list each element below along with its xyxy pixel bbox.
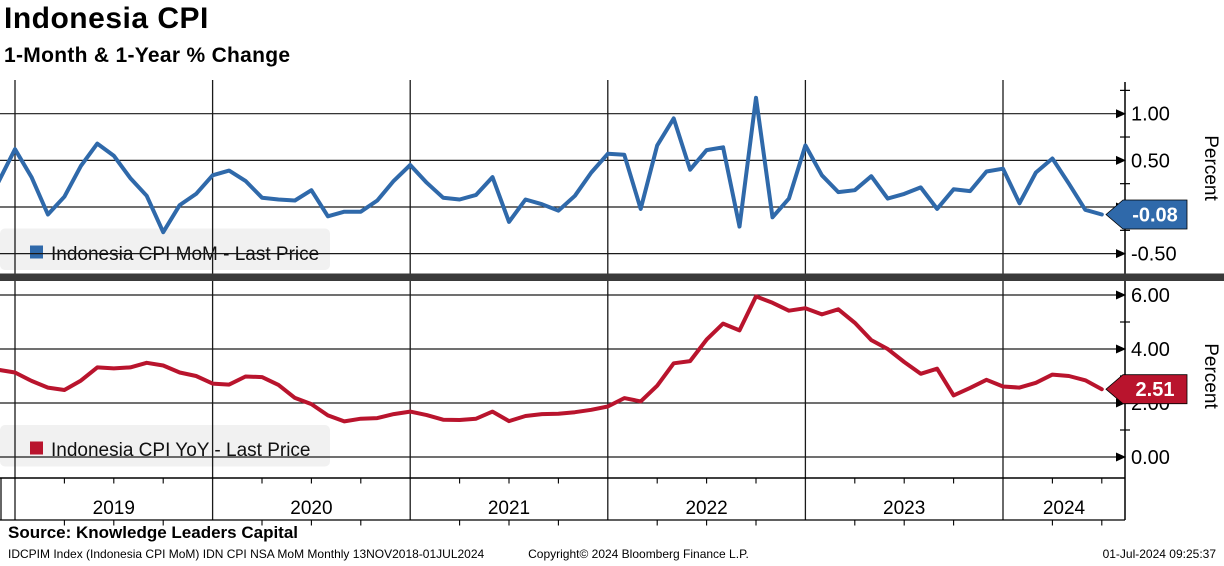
year-label: 2020 — [290, 498, 332, 519]
legend-mom: Indonesia CPI MoM - Last Price — [0, 228, 330, 270]
axes — [0, 82, 1130, 526]
page-title: Indonesia CPI — [4, 2, 209, 35]
year-label: 2024 — [1043, 498, 1086, 519]
year-label: 2021 — [488, 498, 530, 519]
tick-arrow — [1116, 344, 1126, 354]
legend-yoy-swatch — [30, 441, 43, 455]
panel-separator — [0, 273, 1224, 281]
mom-tag-shape — [1105, 199, 1188, 230]
footer-meta-right: 01-Jul-2024 09:25:37 — [1102, 547, 1216, 561]
footer-meta-left: IDCPIM Index (Indonesia CPI MoM) IDN CPI… — [8, 547, 485, 561]
yoy-line — [0, 294, 1104, 424]
top-axis-title: Percent — [1200, 135, 1221, 201]
year-label: 2022 — [685, 498, 727, 519]
y-tick-label: 6.00 — [1131, 285, 1170, 307]
legend-yoy-box — [0, 425, 330, 467]
tick-arrow — [1116, 452, 1126, 462]
legend-yoy-label: Indonesia CPI YoY - Last Price — [51, 440, 310, 461]
tick-arrow — [1116, 398, 1126, 408]
footer-meta-center: Copyright© 2024 Bloomberg Finance L.P. — [528, 547, 749, 561]
tick-arrow — [1116, 290, 1126, 300]
y-tick-label: 1.00 — [1131, 104, 1170, 126]
axis-tick-labels: 1.000.500.00-0.506.004.002.000.002019202… — [93, 104, 1177, 519]
year-label: 2023 — [883, 498, 925, 519]
tick-arrow — [1116, 155, 1126, 165]
tick-arrow — [1116, 109, 1126, 119]
yoy-tag-shape — [1105, 374, 1188, 405]
mom-line — [0, 95, 1104, 235]
tick-arrow — [1116, 249, 1126, 259]
year-label: 2019 — [93, 498, 135, 519]
yoy-tag-value: 2.51 — [1136, 379, 1175, 401]
y-tick-label: 0.50 — [1131, 150, 1170, 172]
bottom-axis-title: Percent — [1200, 343, 1221, 409]
y-tick-label: -0.50 — [1131, 244, 1177, 266]
legend-mom-swatch — [30, 245, 43, 259]
legend-yoy: Indonesia CPI YoY - Last Price — [0, 425, 330, 467]
yoy-last-price-tag: 2.51 — [1105, 374, 1188, 405]
page-subtitle: 1-Month & 1-Year % Change — [4, 44, 291, 67]
source-line: Source: Knowledge Leaders Capital — [8, 523, 299, 542]
mom-tag-value: -0.08 — [1132, 205, 1178, 227]
mom-last-price-tag: -0.08 — [1105, 199, 1188, 230]
y-tick-label: 4.00 — [1131, 339, 1170, 361]
legend-mom-box — [0, 228, 330, 270]
y-tick-label: 0.00 — [1131, 447, 1170, 469]
legend-mom-label: Indonesia CPI MoM - Last Price — [51, 244, 319, 265]
